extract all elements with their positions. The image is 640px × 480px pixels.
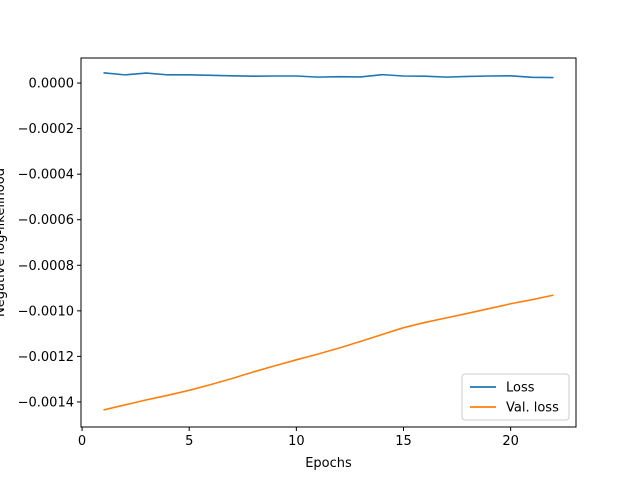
x-axis-label: Epochs bbox=[305, 456, 352, 471]
y-axis: 0.0000 −0.0002 −0.0004 −0.0006 −0.0008 −0.001… bbox=[18, 77, 81, 410]
x-tick-label: 10 bbox=[288, 434, 305, 449]
y-tick-label: −0.0006 bbox=[18, 213, 74, 228]
y-tick-label: 0.0000 bbox=[29, 77, 75, 92]
y-tick-label: −0.0004 bbox=[18, 168, 74, 183]
x-tick-label: 20 bbox=[502, 434, 519, 449]
series-line-1 bbox=[103, 294, 554, 411]
y-tick-label: −0.0012 bbox=[18, 350, 74, 365]
x-tick-label: 5 bbox=[185, 434, 193, 449]
axes-frame bbox=[80, 57, 577, 428]
x-tick-label: 15 bbox=[395, 434, 412, 449]
legend-label-0: Loss bbox=[506, 381, 535, 396]
y-tick-label: −0.0002 bbox=[18, 122, 74, 137]
x-axis: 0 5 10 15 20 bbox=[78, 427, 519, 449]
series-line-0 bbox=[103, 72, 554, 79]
y-tick-label: −0.0014 bbox=[18, 395, 74, 410]
legend-box bbox=[461, 373, 570, 421]
legend: Loss Val. loss bbox=[461, 373, 570, 421]
y-axis-label: Negative log-likelihood bbox=[0, 168, 8, 317]
y-tick-label: −0.0010 bbox=[18, 304, 74, 319]
plot-area bbox=[103, 72, 554, 411]
y-tick-label: −0.0008 bbox=[18, 259, 74, 274]
x-tick-label: 0 bbox=[78, 434, 86, 449]
legend-label-1: Val. loss bbox=[506, 401, 559, 416]
